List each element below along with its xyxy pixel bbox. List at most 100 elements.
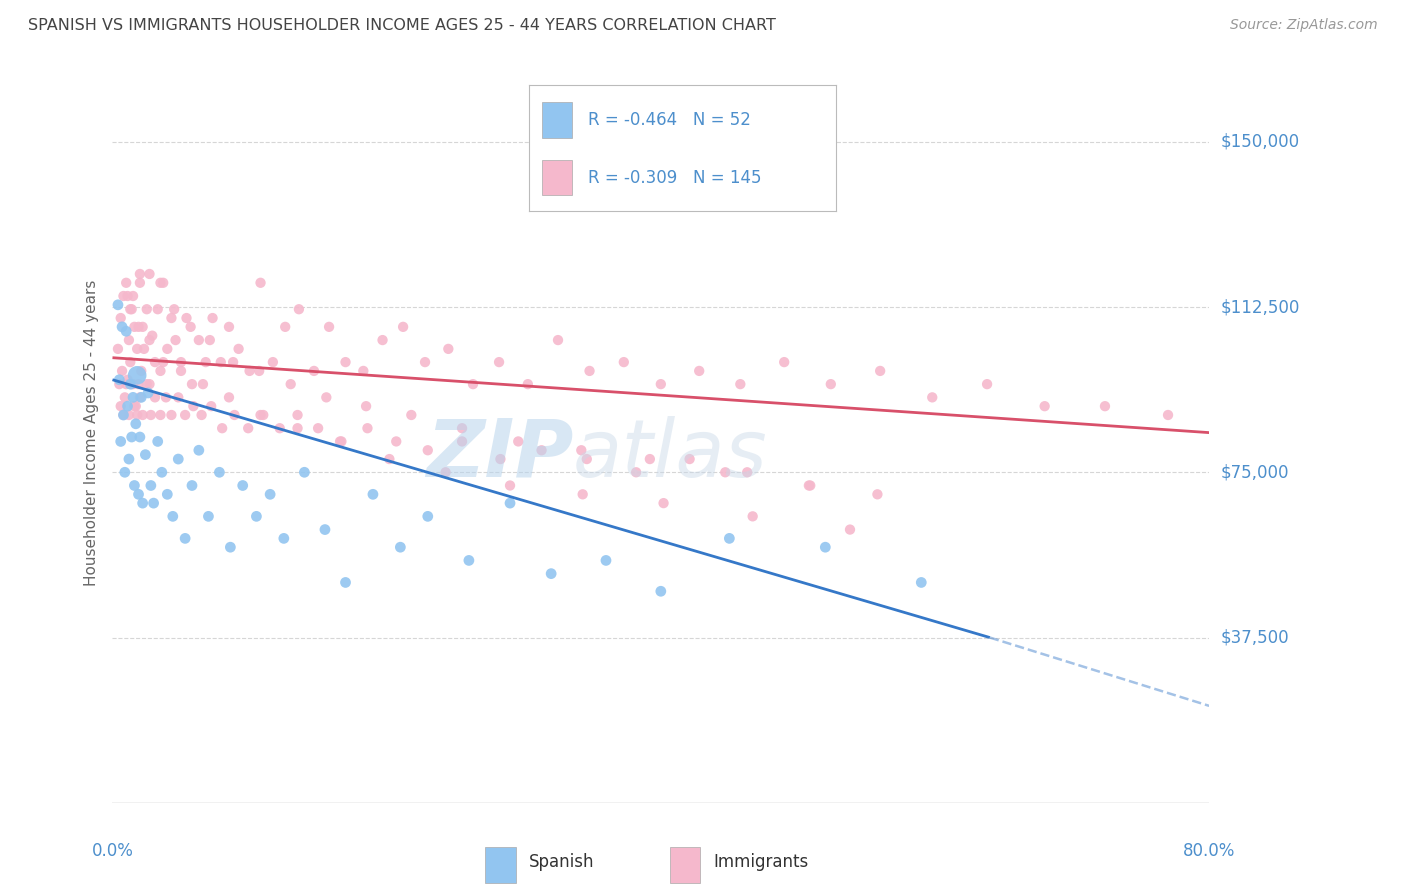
Point [112, 408, 135, 422]
Point [139, 478, 162, 492]
Point [638, 452, 661, 467]
Point [413, 355, 436, 369]
Text: $112,500: $112,500 [1220, 298, 1299, 316]
Point [128, 319, 150, 334]
Point [224, 408, 246, 422]
Point [129, 276, 152, 290]
Point [866, 487, 889, 501]
Point [315, 390, 337, 404]
Point [287, 421, 309, 435]
Point [287, 408, 309, 422]
Point [150, 465, 173, 479]
Point [165, 333, 187, 347]
Point [129, 364, 152, 378]
Point [118, 408, 141, 422]
Point [110, 399, 132, 413]
Point [118, 333, 141, 347]
Point [110, 311, 132, 326]
Point [329, 434, 352, 449]
Point [1094, 399, 1116, 413]
Point [121, 377, 143, 392]
Point [245, 509, 267, 524]
Point [129, 267, 152, 281]
Point [129, 390, 152, 404]
Point [136, 386, 159, 401]
Point [252, 408, 274, 422]
Point [218, 319, 240, 334]
Text: 0.0%: 0.0% [91, 842, 134, 860]
Point [499, 478, 522, 492]
Point [127, 368, 149, 383]
Point [183, 399, 205, 413]
Point [114, 390, 136, 404]
Point [416, 509, 439, 524]
Point [208, 465, 231, 479]
Point [194, 355, 217, 369]
Point [209, 355, 232, 369]
Point [131, 319, 153, 334]
Point [797, 478, 820, 492]
Point [138, 377, 160, 392]
Point [108, 377, 131, 392]
Point [141, 328, 163, 343]
Point [117, 399, 139, 413]
Point [613, 355, 636, 369]
Point [361, 487, 384, 501]
Point [976, 377, 998, 392]
Point [249, 408, 271, 422]
Point [921, 390, 943, 404]
Point [578, 364, 600, 378]
Point [132, 342, 155, 356]
Point [318, 319, 340, 334]
Point [170, 364, 193, 378]
Point [910, 575, 932, 590]
Point [149, 364, 172, 378]
Point [138, 267, 160, 281]
Point [773, 355, 796, 369]
Point [741, 509, 763, 524]
Point [294, 465, 316, 479]
Point [718, 532, 741, 546]
Point [115, 324, 138, 338]
Point [488, 355, 510, 369]
Point [650, 377, 672, 392]
Point [149, 408, 172, 422]
Point [273, 532, 295, 546]
Point [401, 408, 423, 422]
Point [131, 408, 153, 422]
Point [259, 487, 281, 501]
Point [307, 421, 329, 435]
Point [219, 540, 242, 554]
Point [198, 333, 221, 347]
Point [120, 377, 142, 392]
Point [115, 276, 138, 290]
Point [181, 478, 204, 492]
Point [814, 540, 837, 554]
Text: 80.0%: 80.0% [1182, 842, 1236, 860]
Point [1157, 408, 1180, 422]
Point [107, 298, 129, 312]
Point [181, 377, 204, 392]
Point [146, 434, 169, 449]
Point [124, 478, 146, 492]
Text: $37,500: $37,500 [1220, 629, 1289, 647]
Point [122, 377, 145, 392]
Point [569, 443, 592, 458]
Point [222, 355, 245, 369]
Point [262, 355, 284, 369]
Point [122, 390, 145, 404]
Point [839, 523, 862, 537]
Point [197, 509, 219, 524]
Point [129, 390, 152, 404]
Point [155, 390, 177, 404]
Point [280, 377, 302, 392]
Point [356, 421, 378, 435]
Point [508, 434, 530, 449]
Point [416, 443, 439, 458]
Point [134, 448, 156, 462]
Point [111, 364, 134, 378]
Point [571, 487, 593, 501]
Point [1033, 399, 1056, 413]
Point [118, 452, 141, 467]
Point [135, 377, 157, 392]
